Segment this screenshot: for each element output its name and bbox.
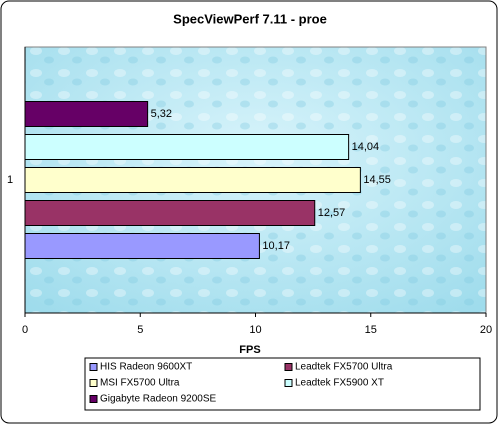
legend-label: Leadtek FX5700 Ultra (295, 362, 393, 373)
value-label: 12,57 (318, 207, 346, 219)
chart-title: SpecViewPerf 7.11 - proe (173, 11, 327, 26)
bar (24, 233, 260, 259)
bar (24, 134, 350, 160)
value-label: 10,17 (262, 240, 290, 252)
bar (24, 101, 149, 127)
value-label: 14,55 (363, 174, 391, 186)
y-tick-label: 1 (7, 174, 13, 186)
legend-swatch (89, 395, 98, 403)
legend (84, 357, 481, 411)
legend-swatch (284, 363, 293, 371)
bar (24, 200, 316, 226)
x-tick-label: 20 (480, 324, 492, 336)
legend-label: MSI FX5700 Ultra (100, 378, 180, 389)
value-label: 5,32 (151, 108, 172, 120)
x-tick-label: 5 (137, 324, 143, 336)
legend-label: Leadtek FX5900 XT (295, 378, 384, 389)
x-tick-label: 15 (365, 324, 377, 336)
x-tick-label: 10 (249, 324, 261, 336)
bar (24, 167, 361, 193)
legend-label: HIS Radeon 9600XT (100, 362, 192, 373)
legend-swatch (89, 379, 98, 387)
legend-label: Gigabyte Radeon 9200SE (100, 394, 217, 405)
legend-swatch (284, 379, 293, 387)
x-axis-label: FPS (239, 344, 260, 356)
x-tick-label: 0 (22, 324, 28, 336)
value-label: 14,04 (352, 141, 380, 153)
legend-swatch (89, 363, 98, 371)
